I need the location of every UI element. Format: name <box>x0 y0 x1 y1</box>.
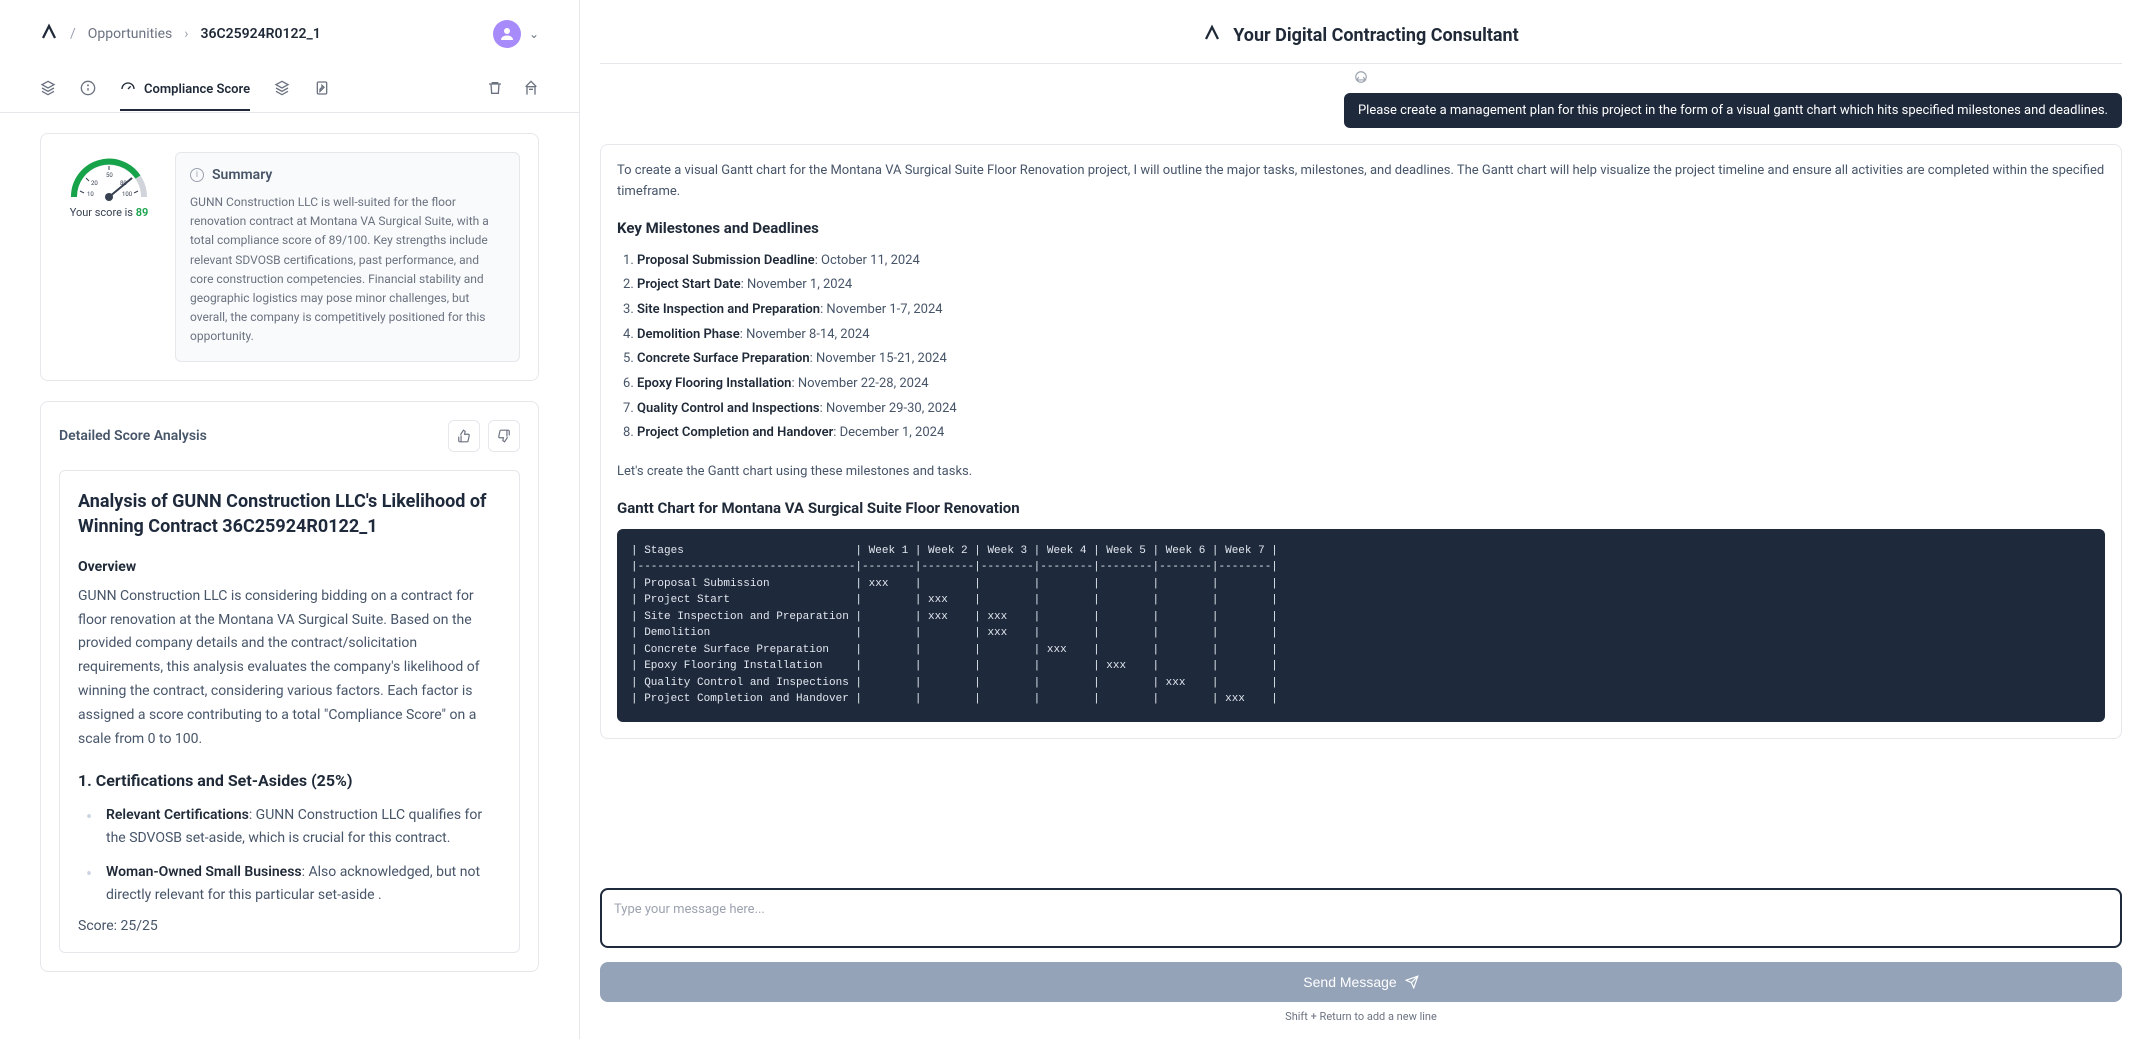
milestone-item: Epoxy Flooring Installation: November 22… <box>637 372 2105 397</box>
svg-text:20: 20 <box>91 180 98 187</box>
breadcrumb-opportunities[interactable]: Opportunities <box>88 26 173 42</box>
assistant-message: To create a visual Gantt chart for the M… <box>600 144 2122 739</box>
milestone-item: Concrete Surface Preparation: November 1… <box>637 347 2105 372</box>
logo[interactable] <box>40 22 58 46</box>
user-menu[interactable]: ⌄ <box>493 20 539 48</box>
summary-header: i Summary <box>190 167 505 183</box>
trash-icon[interactable] <box>487 68 503 112</box>
tabs: Compliance Score <box>0 68 579 113</box>
avatar <box>493 20 521 48</box>
analysis-title: Detailed Score Analysis <box>59 428 207 444</box>
chat-body: Please create a management plan for this… <box>580 93 2142 876</box>
summary-box: i Summary GUNN Construction LLC is well-… <box>175 152 520 362</box>
analysis-header: Detailed Score Analysis <box>59 420 520 452</box>
score-text: Your score is 89 <box>59 206 159 219</box>
send-button[interactable]: Send Message <box>600 962 2122 1002</box>
cert2-label: Woman-Owned Small Business <box>106 864 302 880</box>
tab-edit-icon[interactable] <box>314 68 330 112</box>
gantt-chart: | Stages | Week 1 | Week 2 | Week 3 | We… <box>617 529 2105 722</box>
tab-stack-icon[interactable] <box>274 68 290 112</box>
analysis-card: Detailed Score Analysis Analysis of GUNN… <box>40 401 539 973</box>
list-item: Woman-Owned Small Business: Also acknowl… <box>86 861 501 906</box>
info-icon: i <box>190 168 204 182</box>
send-label: Send Message <box>1303 974 1396 990</box>
input-hint: Shift + Return to add a new line <box>600 1010 2122 1023</box>
input-area: Send Message Shift + Return to add a new… <box>580 876 2142 1039</box>
score-card: 10 20 50 80 100 Your score is 89 <box>40 133 539 381</box>
analysis-inner-card: Analysis of GUNN Construction LLC's Like… <box>59 470 520 954</box>
breadcrumb-arrow-icon: › <box>184 26 188 42</box>
left-panel: / Opportunities › 36C25924R0122_1 ⌄ C <box>0 0 580 1039</box>
milestone-item: Proposal Submission Deadline: October 11… <box>637 249 2105 274</box>
user-message: Please create a management plan for this… <box>1344 93 2122 128</box>
chat-header: Your Digital Contracting Consultant <box>600 0 2122 64</box>
vote-buttons <box>448 420 520 452</box>
svg-text:50: 50 <box>106 172 113 179</box>
gauge-area: 10 20 50 80 100 Your score is 89 <box>59 152 159 362</box>
summary-title: Summary <box>212 167 272 183</box>
right-panel: Your Digital Contracting Consultant Plea… <box>580 0 2142 1039</box>
content: 10 20 50 80 100 Your score is 89 <box>0 113 579 1039</box>
msg-transition: Let's create the Gantt chart using these… <box>617 462 2105 483</box>
overview-text: GUNN Construction LLC is considering bid… <box>78 585 501 752</box>
chat-logo <box>1203 24 1221 47</box>
breadcrumb-separator: / <box>70 26 76 42</box>
milestone-item: Quality Control and Inspections: Novembe… <box>637 397 2105 422</box>
score-line: Score: 25/25 <box>78 918 501 934</box>
gauge: 10 20 50 80 100 <box>64 152 154 202</box>
milestones-heading: Key Milestones and Deadlines <box>617 219 2105 237</box>
summary-text: GUNN Construction LLC is well-suited for… <box>190 193 505 347</box>
tab-info-icon[interactable] <box>80 68 96 112</box>
cert-list: Relevant Certifications: GUNN Constructi… <box>78 804 501 906</box>
list-item: Relevant Certifications: GUNN Constructi… <box>86 804 501 849</box>
milestone-item: Site Inspection and Preparation: Novembe… <box>637 298 2105 323</box>
chevron-down-icon: ⌄ <box>529 27 539 41</box>
milestone-item: Project Start Date: November 1, 2024 <box>637 273 2105 298</box>
archive-icon[interactable] <box>523 68 539 112</box>
message-input[interactable] <box>600 888 2122 948</box>
section1-heading: 1. Certifications and Set-Asides (25%) <box>78 771 501 790</box>
chat-divider <box>580 64 2142 93</box>
tab-right-actions <box>487 68 539 112</box>
overview-heading: Overview <box>78 559 501 575</box>
svg-text:100: 100 <box>122 191 133 198</box>
score-section: 10 20 50 80 100 Your score is 89 <box>59 152 520 362</box>
msg-intro: To create a visual Gantt chart for the M… <box>617 161 2105 203</box>
thumbs-down-button[interactable] <box>488 420 520 452</box>
thumbs-up-button[interactable] <box>448 420 480 452</box>
tab-compliance-score[interactable]: Compliance Score <box>120 69 250 111</box>
analysis-inner-title: Analysis of GUNN Construction LLC's Like… <box>78 489 501 539</box>
app-container: / Opportunities › 36C25924R0122_1 ⌄ C <box>0 0 2142 1039</box>
tab-layers-icon[interactable] <box>40 68 56 112</box>
breadcrumb: / Opportunities › 36C25924R0122_1 <box>40 22 321 46</box>
header: / Opportunities › 36C25924R0122_1 ⌄ <box>0 0 579 68</box>
gantt-heading: Gantt Chart for Montana VA Surgical Suit… <box>617 499 2105 517</box>
score-value: 89 <box>136 206 149 219</box>
cert1-label: Relevant Certifications <box>106 807 249 823</box>
tab-label: Compliance Score <box>144 82 250 97</box>
chat-title: Your Digital Contracting Consultant <box>1233 25 1519 46</box>
breadcrumb-id: 36C25924R0122_1 <box>201 26 321 42</box>
svg-text:10: 10 <box>87 191 94 198</box>
milestone-item: Demolition Phase: November 8-14, 2024 <box>637 323 2105 348</box>
milestone-item: Project Completion and Handover: Decembe… <box>637 421 2105 446</box>
milestone-list: Proposal Submission Deadline: October 11… <box>617 249 2105 447</box>
